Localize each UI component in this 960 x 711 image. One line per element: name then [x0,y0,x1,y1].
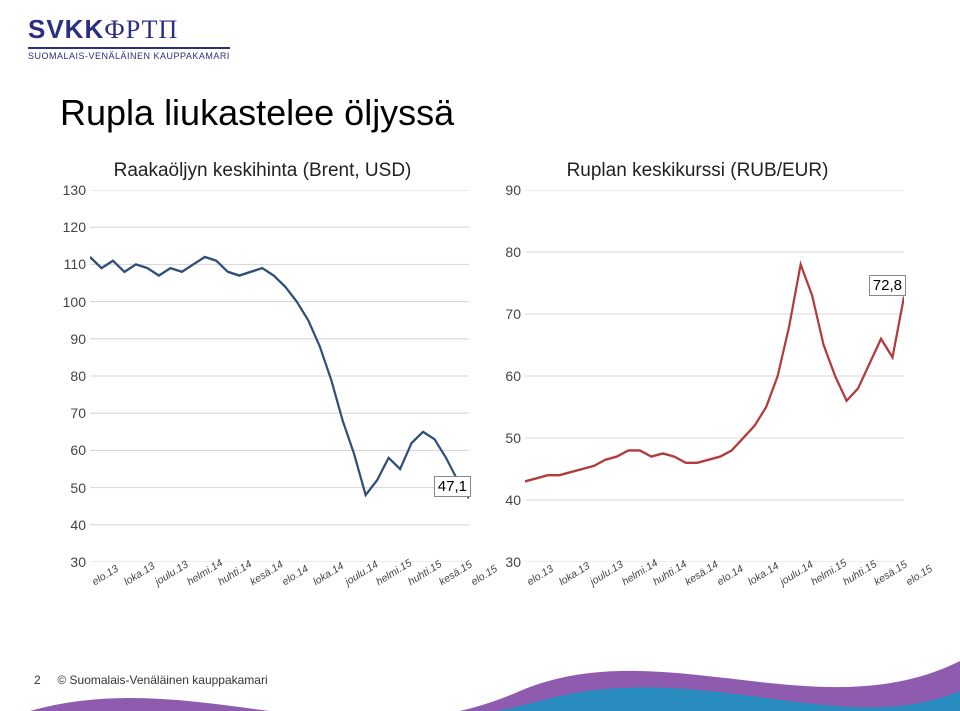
chart-oil-area: 47,1 [90,190,469,562]
slide-title: Rupla liukastelee öljyssä [60,92,454,134]
chart-rub-svg [525,190,904,562]
footer-text: © Suomalais-Venäläinen kauppakamari [57,673,267,687]
chart-oil-yaxis: 30405060708090100110120130 [54,190,90,562]
chart-oil: Raakaöljyn keskihinta (Brent, USD) 30405… [54,160,471,590]
chart-rub-area: 72,8 [525,190,904,562]
logo-text-ru: ФРТП [104,15,178,44]
slide: SVKKФРТП SUOMALAIS-VENÄLÄINEN KAUPPAKAMA… [0,0,960,711]
chart-rub-plot: 30405060708090 72,8 elo.13loka.13joulu.1… [489,190,906,590]
chart-rub-title: Ruplan keskikurssi (RUB/EUR) [489,160,906,186]
logo-subtitle: SUOMALAIS-VENÄLÄINEN KAUPPAKAMARI [28,47,230,61]
decorative-swoosh [0,631,960,711]
logo: SVKKФРТП SUOMALAIS-VENÄLÄINEN KAUPPAKAMA… [28,14,230,61]
chart-rub-end-label: 72,8 [869,275,906,296]
footer: 2 © Suomalais-Venäläinen kauppakamari [34,673,268,687]
chart-oil-xaxis: elo.13loka.13joulu.13helmi.14huhti.14kes… [90,562,469,590]
chart-rub-yaxis: 30405060708090 [489,190,525,562]
logo-brand: SVKKФРТП [28,14,230,45]
chart-oil-title: Raakaöljyn keskihinta (Brent, USD) [54,160,471,186]
chart-rub: Ruplan keskikurssi (RUB/EUR) 30405060708… [489,160,906,590]
chart-oil-plot: 30405060708090100110120130 47,1 elo.13lo… [54,190,471,590]
chart-rub-xaxis: elo.13loka.13joulu.13helmi.14huhti.14kes… [525,562,904,590]
logo-text-fi: SVKK [28,14,104,44]
chart-oil-end-label: 47,1 [434,476,471,497]
chart-oil-svg [90,190,469,562]
page-number: 2 [34,673,54,687]
charts-row: Raakaöljyn keskihinta (Brent, USD) 30405… [54,160,906,590]
